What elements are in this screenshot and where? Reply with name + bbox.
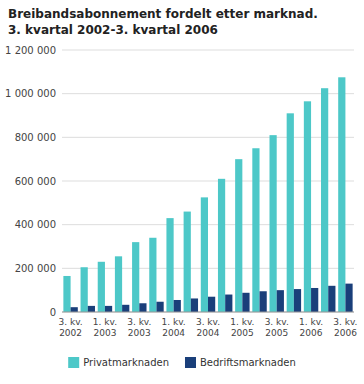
bar [184,212,191,312]
x-tick-label-line: 1. kv. [299,317,323,327]
y-tick-label: 0 [50,307,56,318]
x-tick-label-line: 2006 [334,328,357,338]
legend-swatch [68,357,79,368]
title: Breibandsabonnement fordelt etter markna… [8,7,318,21]
x-tick-label-line: 2003 [128,328,151,338]
x-tick-label-line: 2003 [93,328,116,338]
x-tick-label-line: 2005 [231,328,254,338]
x-tick-label: 1. kv.2006 [299,317,323,338]
bar [338,77,345,312]
x-tick-label-line: 3. kv. [265,317,289,327]
legend: Privatmarknaden Bedriftsmarknaden [68,357,296,368]
legend-item: Privatmarknaden [68,357,169,368]
x-tick-label-line: 3. kv. [333,317,357,327]
bar [304,101,311,312]
bar [174,300,181,312]
bar [235,159,242,312]
y-axis: 0 200 000 400 000 600 000 800 000 1 000 000 1 … [5,45,354,318]
bar [139,303,146,312]
bar [260,291,267,312]
bar [98,262,105,312]
bar [149,238,156,312]
bar [218,179,225,312]
bar [252,148,259,312]
bar [115,256,122,312]
bar [345,284,352,312]
x-tick-label: 3. kv.2004 [196,317,220,338]
grid-line [62,93,354,94]
bar [166,218,173,312]
x-tick-label: 3. kv.2003 [127,317,151,338]
bar [156,302,163,312]
legend-item: Bedriftsmarknaden [185,357,296,368]
bar [269,135,276,312]
x-tick-label-line: 3. kv. [196,317,220,327]
x-axis: 3. kv.20021. kv.20033. kv.20031. kv.2004… [59,317,358,338]
grid-line [62,312,354,313]
legend-swatch [185,357,196,368]
x-tick-label-line: 2004 [197,328,220,338]
bar [328,286,335,312]
y-tick-label: 800 000 [15,132,56,143]
y-tick-label: 400 000 [15,219,56,230]
bar [294,289,301,312]
y-tick-label: 1 200 000 [5,45,56,56]
x-tick-label-line: 1. kv. [93,317,117,327]
grid-line [62,50,354,51]
bar [225,295,232,312]
bar [191,298,198,312]
legend-label: Bedriftsmarknaden [200,357,296,368]
y-tick-label: 1 000 000 [5,88,56,99]
bar [208,297,215,312]
bar [311,288,318,312]
bar [287,113,294,312]
bar [201,197,208,312]
bar [321,88,328,312]
x-tick-label: 3. kv.2005 [265,317,289,338]
bar [71,307,78,312]
bar [242,293,249,312]
bar [63,276,70,312]
x-tick-label: 1. kv.2005 [230,317,254,338]
bar [105,306,112,312]
x-tick-label-line: 2004 [162,328,185,338]
x-tick-label-line: 1. kv. [162,317,186,327]
x-tick-label-line: 1. kv. [230,317,254,327]
x-tick-label: 1. kv.2003 [93,317,117,338]
y-tick-label: 600 000 [15,176,56,187]
subtitle: 3. kvartal 2002-3. kvartal 2006 [8,23,218,37]
x-tick-label-line: 2005 [265,328,288,338]
x-tick-label: 3. kv.2006 [333,317,357,338]
x-tick-label-line: 3. kv. [127,317,151,327]
bar [81,267,88,312]
bar [122,305,129,312]
x-tick-label: 1. kv.2004 [162,317,186,338]
x-tick-label: 3. kv.2002 [59,317,83,338]
chart-container: Breibandsabonnement fordelt etter markna… [0,0,364,384]
bars [63,77,352,312]
x-tick-label-line: 2002 [59,328,82,338]
legend-label: Privatmarknaden [83,357,169,368]
y-tick-label: 200 000 [15,263,56,274]
x-tick-label-line: 2006 [300,328,323,338]
bar [132,242,139,312]
bar [277,290,284,312]
bar [88,306,95,312]
chart-svg: Breibandsabonnement fordelt etter markna… [0,0,364,384]
x-tick-label-line: 3. kv. [59,317,83,327]
x-axis-line [62,312,354,313]
